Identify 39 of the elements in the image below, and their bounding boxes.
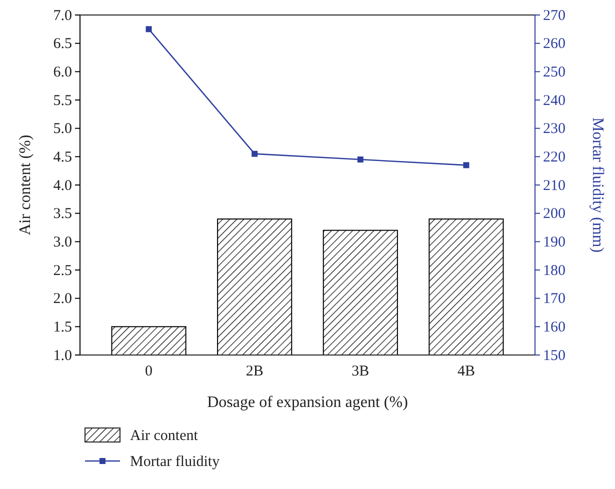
- y2-tick-label: 200: [543, 206, 566, 222]
- x-tick-label: 0: [145, 364, 153, 380]
- y2-tick-label: 160: [543, 319, 566, 336]
- y2-axis-title: Mortar fluidity (mm): [589, 117, 606, 253]
- x-tick-label: 4B: [457, 364, 475, 380]
- y-tick-label: 3.0: [53, 234, 72, 250]
- y-tick-label: 1.5: [53, 319, 72, 336]
- y2-tick-label: 210: [543, 178, 566, 194]
- y2-tick-label: 170: [543, 291, 566, 308]
- y2-tick-label: 240: [543, 92, 566, 109]
- legend-label: Mortar fluidity: [130, 454, 220, 470]
- y-tick-label: 4.5: [53, 149, 72, 166]
- y2-tick-label: 250: [543, 64, 566, 80]
- point: [146, 26, 152, 32]
- y-tick-label: 1.0: [53, 348, 72, 364]
- point: [463, 162, 470, 168]
- legend-label: Air content: [130, 428, 199, 444]
- x-tick-label: 3B: [352, 364, 370, 380]
- point: [357, 156, 364, 162]
- y-tick-label: 3.5: [53, 206, 72, 222]
- y-tick-label: 5.0: [53, 121, 72, 138]
- y-tick-label: 4.0: [53, 178, 72, 194]
- y-tick-label: 2.5: [53, 262, 72, 279]
- y2-tick-label: 260: [543, 36, 566, 52]
- y2-tick-label: 150: [543, 348, 566, 364]
- y-tick-label: 6.5: [53, 36, 72, 52]
- y2-tick-label: 220: [543, 149, 566, 166]
- x-axis-title: Dosage of expansion agent (%): [207, 394, 408, 411]
- y-tick-label: 2.0: [53, 291, 72, 308]
- y2-tick-label: 180: [543, 262, 566, 279]
- y-axis-title: Air content (%): [17, 134, 34, 236]
- point: [252, 150, 258, 157]
- y2-tick-label: 230: [543, 121, 566, 138]
- y-tick-label: 5.5: [53, 92, 72, 109]
- y2-tick-label: 270: [543, 8, 566, 24]
- y-tick-label: 6.0: [53, 64, 72, 80]
- y2-tick-label: 190: [543, 234, 566, 250]
- y-tick-label: 7.0: [53, 8, 72, 24]
- x-tick-label: 2B: [246, 364, 264, 380]
